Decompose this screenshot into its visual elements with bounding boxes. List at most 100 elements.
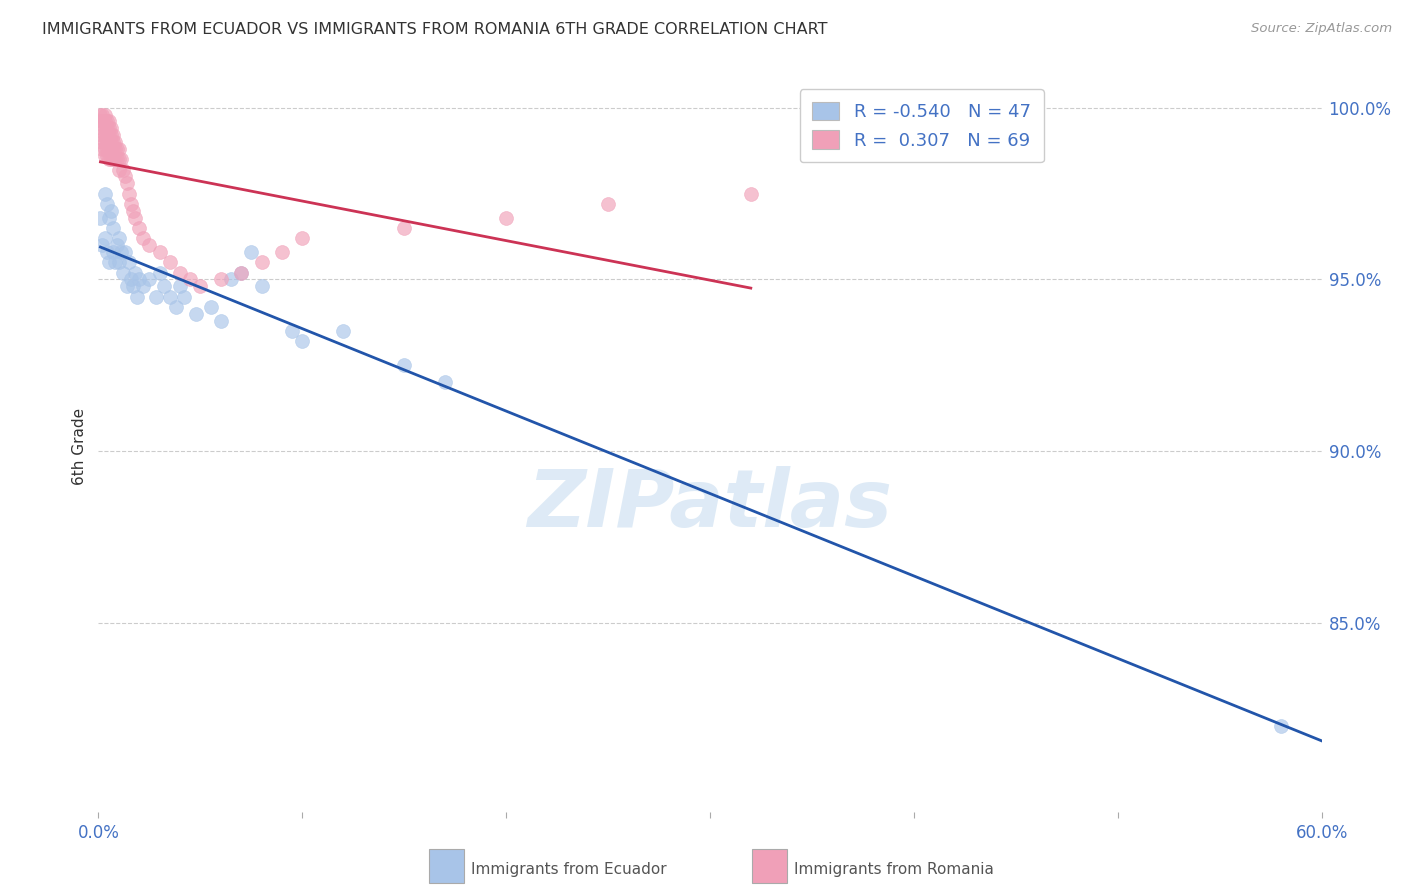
Point — [200, 300, 222, 314]
Point — [93, 128, 115, 143]
Point — [93, 114, 115, 128]
Point — [128, 272, 150, 286]
Point — [152, 279, 174, 293]
Legend: R = -0.540   N = 47, R =  0.307   N = 69: R = -0.540 N = 47, R = 0.307 N = 69 — [800, 89, 1043, 162]
Point — [209, 313, 232, 327]
Point — [392, 359, 416, 373]
Point — [124, 211, 146, 225]
Point — [100, 142, 122, 156]
Point — [240, 244, 263, 259]
Point — [434, 376, 457, 390]
Point — [105, 153, 128, 167]
Point — [93, 135, 115, 149]
Point — [93, 149, 115, 163]
Point — [122, 279, 145, 293]
Point — [149, 266, 172, 280]
Point — [101, 244, 124, 259]
Point — [128, 221, 150, 235]
Point — [96, 121, 118, 136]
Point — [495, 211, 517, 225]
Point — [89, 107, 111, 121]
Point — [270, 244, 294, 259]
Point — [231, 266, 253, 280]
Point — [219, 272, 242, 286]
Point — [100, 121, 122, 136]
Point — [110, 244, 132, 259]
Point — [97, 153, 120, 167]
Point — [110, 153, 132, 167]
Point — [149, 244, 172, 259]
Point — [108, 231, 131, 245]
Point — [209, 272, 232, 286]
Text: ZIPatlas: ZIPatlas — [527, 466, 893, 543]
Point — [89, 211, 111, 225]
Point — [101, 221, 124, 235]
Point — [108, 153, 131, 167]
Point — [108, 142, 131, 156]
Point — [108, 162, 131, 177]
Point — [332, 324, 354, 338]
Point — [169, 279, 191, 293]
Point — [96, 197, 118, 211]
Point — [96, 244, 118, 259]
Point — [115, 176, 138, 190]
Point — [100, 135, 122, 149]
Point — [122, 203, 145, 218]
Point — [93, 121, 115, 136]
Point — [231, 266, 253, 280]
Point — [120, 197, 142, 211]
Point — [598, 197, 620, 211]
Point — [118, 186, 141, 201]
Point — [132, 279, 155, 293]
Point — [145, 290, 167, 304]
Point — [132, 231, 155, 245]
Point — [101, 142, 124, 156]
Point — [159, 290, 181, 304]
Point — [96, 135, 118, 149]
Point — [97, 128, 120, 143]
Point — [1270, 719, 1292, 733]
Point — [97, 142, 120, 156]
Point — [91, 128, 114, 143]
Y-axis label: 6th Grade: 6th Grade — [72, 408, 87, 484]
Point — [392, 221, 416, 235]
Point — [165, 300, 187, 314]
Point — [179, 272, 201, 286]
Point — [250, 279, 273, 293]
Point — [138, 238, 160, 252]
Point — [89, 114, 111, 128]
Point — [740, 186, 762, 201]
Point — [104, 142, 127, 156]
Point — [127, 290, 149, 304]
Point — [91, 135, 114, 149]
Point — [105, 238, 128, 252]
Point — [91, 238, 114, 252]
Point — [93, 107, 115, 121]
Point — [173, 290, 195, 304]
Point — [159, 255, 181, 269]
Point — [100, 128, 122, 143]
Point — [96, 142, 118, 156]
Point — [100, 153, 122, 167]
Point — [104, 135, 127, 149]
Point — [105, 142, 128, 156]
Point — [124, 266, 146, 280]
Point — [97, 135, 120, 149]
Point — [281, 324, 304, 338]
Point — [93, 142, 115, 156]
Point — [120, 272, 142, 286]
Point — [104, 255, 127, 269]
Point — [108, 255, 131, 269]
Point — [186, 307, 208, 321]
Point — [97, 114, 120, 128]
Point — [96, 149, 118, 163]
Point — [93, 186, 115, 201]
Point — [291, 231, 314, 245]
Point — [291, 334, 314, 349]
Point — [118, 255, 141, 269]
Point — [101, 135, 124, 149]
Point — [169, 266, 191, 280]
Text: Source: ZipAtlas.com: Source: ZipAtlas.com — [1251, 22, 1392, 36]
Point — [114, 169, 136, 184]
Point — [91, 142, 114, 156]
